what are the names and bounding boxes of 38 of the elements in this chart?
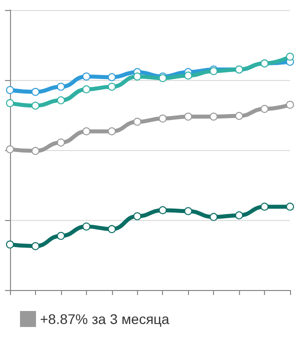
point bbox=[56, 82, 65, 91]
point bbox=[235, 112, 244, 120]
point bbox=[184, 72, 192, 80]
point bbox=[56, 232, 65, 240]
point bbox=[286, 52, 294, 61]
point bbox=[286, 202, 294, 211]
point bbox=[56, 138, 65, 147]
point bbox=[82, 85, 90, 94]
point bbox=[108, 127, 116, 136]
legend-label: +8.87% за 3 месяца bbox=[40, 311, 170, 327]
point bbox=[31, 88, 40, 96]
point bbox=[260, 104, 269, 113]
point bbox=[108, 73, 116, 82]
point bbox=[56, 96, 65, 104]
point bbox=[210, 212, 218, 221]
point bbox=[133, 72, 142, 80]
point bbox=[133, 212, 142, 220]
point bbox=[184, 207, 192, 216]
point bbox=[6, 240, 14, 248]
point bbox=[108, 225, 116, 234]
point bbox=[158, 114, 167, 122]
point bbox=[133, 118, 142, 126]
point bbox=[6, 145, 14, 154]
point bbox=[184, 112, 192, 121]
point bbox=[82, 127, 90, 136]
point bbox=[108, 82, 116, 91]
point bbox=[31, 102, 40, 110]
point bbox=[82, 72, 90, 80]
point bbox=[6, 86, 14, 94]
point bbox=[210, 112, 218, 121]
point bbox=[286, 100, 294, 109]
point bbox=[82, 222, 90, 231]
point bbox=[31, 242, 40, 250]
point bbox=[260, 202, 269, 211]
point bbox=[235, 211, 244, 220]
point bbox=[31, 146, 40, 155]
point bbox=[6, 99, 14, 108]
point bbox=[158, 206, 167, 214]
